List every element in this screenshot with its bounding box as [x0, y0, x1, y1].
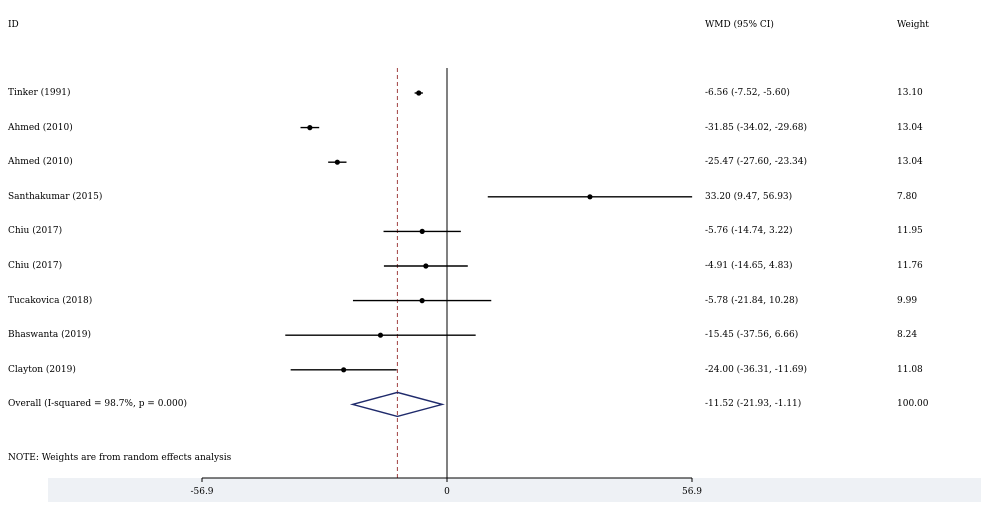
study-label: Tucakovica (2018) — [8, 295, 93, 306]
study-ci-text: -4.91 (-14.65, 4.83) — [705, 261, 793, 271]
study-label: Ahmed (2010) — [8, 122, 73, 133]
column-header-wmd: WMD (95% CI) — [705, 20, 774, 30]
study-label: Chiu (2017) — [8, 261, 63, 271]
overall-ci-text: -11.52 (-21.93, -1.11) — [705, 399, 802, 410]
note-text: NOTE: Weights are from random effects an… — [8, 453, 232, 463]
study-point — [423, 263, 429, 269]
overall-diamond — [349, 391, 445, 418]
study-ci-text: -6.56 (-7.52, -5.60) — [705, 88, 790, 98]
column-header-weight: Weight — [897, 20, 929, 30]
x-tick-label: 0 — [444, 487, 450, 497]
study-weight: 8.24 — [897, 330, 918, 341]
study-weight: 13.04 — [897, 122, 923, 133]
study-point — [416, 90, 422, 96]
study-weight: 9.99 — [897, 295, 918, 306]
study-weight: 13.04 — [897, 157, 923, 168]
study-ci-text: -25.47 (-27.60, -23.34) — [705, 157, 808, 168]
study-ci-text: -24.00 (-36.31, -11.69) — [705, 364, 808, 375]
study-ci-text: -5.78 (-21.84, 10.28) — [705, 295, 799, 306]
study-label: Clayton (2019) — [8, 364, 76, 375]
study-ci-text: 33.20 (9.47, 56.93) — [705, 191, 793, 202]
study-label: Chiu (2017) — [8, 226, 63, 237]
overall-label: Overall (I-squared = 98.7%, p = 0.000) — [8, 399, 187, 410]
x-tick-label: 56.9 — [682, 487, 702, 497]
study-ci-text: -15.45 (-37.56, 6.66) — [705, 330, 799, 341]
study-point — [587, 194, 593, 200]
study-ci-text: -5.76 (-14.74, 3.22) — [705, 226, 793, 237]
x-tick-label: -56.9 — [190, 487, 213, 497]
study-ci-text: -31.85 (-34.02, -29.68) — [705, 122, 808, 133]
study-weight: 13.10 — [897, 88, 923, 98]
study-point — [334, 159, 340, 165]
study-point — [307, 125, 313, 131]
study-label: Bhaswanta (2019) — [8, 330, 92, 341]
study-point — [419, 298, 425, 304]
study-point — [419, 228, 425, 234]
study-label: Ahmed (2010) — [8, 157, 73, 168]
study-weight: 7.80 — [897, 191, 918, 202]
header-band — [0, 0, 981, 68]
study-label: Tinker (1991) — [8, 88, 71, 98]
study-point — [341, 367, 347, 373]
study-weight: 11.76 — [897, 261, 923, 271]
study-weight: 11.95 — [897, 226, 923, 237]
study-weight: 11.08 — [897, 364, 923, 375]
column-header-id: ID — [8, 20, 19, 30]
axis-band-left-gap — [0, 478, 48, 502]
study-point — [377, 332, 384, 338]
overall-weight: 100.00 — [897, 399, 929, 410]
axis-band — [0, 478, 981, 502]
study-label: Santhakumar (2015) — [8, 191, 103, 202]
